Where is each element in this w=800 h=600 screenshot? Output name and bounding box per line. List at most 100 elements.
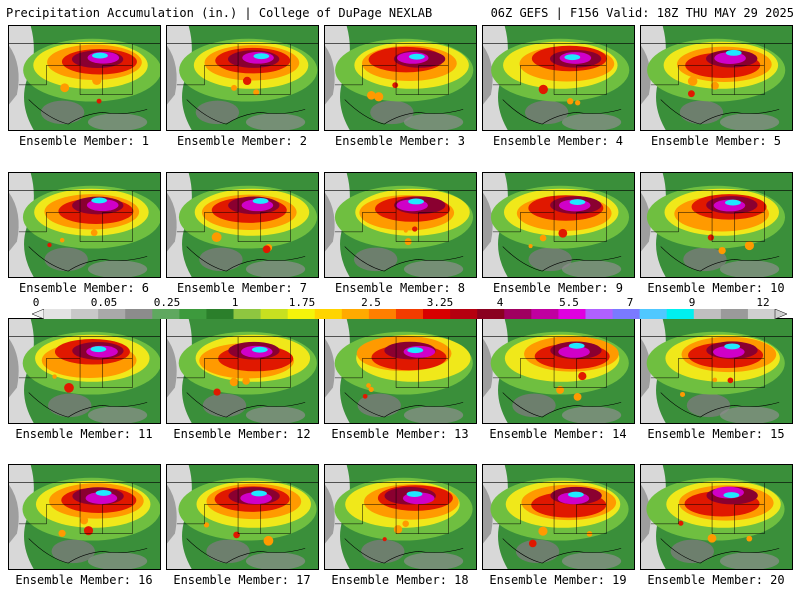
precip-cyan bbox=[95, 489, 112, 496]
dry-region-dark bbox=[483, 338, 493, 398]
coastline bbox=[660, 538, 780, 564]
coastline bbox=[28, 246, 148, 272]
precip-cell bbox=[539, 234, 547, 242]
precip-cyan bbox=[568, 491, 584, 498]
precip-cyan bbox=[408, 198, 424, 205]
precip-magenta bbox=[85, 492, 118, 504]
coastline bbox=[344, 538, 464, 564]
legend-tick-label: 0.25 bbox=[153, 296, 181, 309]
state-borders bbox=[492, 43, 607, 95]
precip-cell bbox=[93, 371, 100, 378]
panel-caption: Ensemble Member: 19 bbox=[489, 573, 627, 587]
map-panel bbox=[8, 25, 161, 131]
gulf-patch bbox=[245, 260, 306, 277]
gray-patch bbox=[357, 393, 401, 418]
gulf-patch bbox=[245, 552, 306, 569]
precip-cell bbox=[96, 98, 102, 104]
legend-swatch bbox=[98, 309, 126, 319]
gray-patch bbox=[353, 247, 398, 272]
legend-swatch bbox=[693, 309, 722, 319]
coastline bbox=[344, 392, 464, 418]
gray-patch bbox=[202, 393, 247, 418]
precip-cell bbox=[263, 535, 274, 546]
gulf-patch bbox=[561, 260, 622, 277]
precip-cyan bbox=[406, 491, 423, 497]
panel-caption: Ensemble Member: 9 bbox=[492, 281, 624, 295]
dry-region-dark bbox=[483, 484, 493, 544]
precip-cell bbox=[213, 388, 221, 396]
dry-region-dark bbox=[9, 45, 19, 105]
precip-map bbox=[483, 173, 634, 277]
legend-swatch bbox=[531, 309, 559, 319]
precip-cell bbox=[382, 537, 387, 542]
panel-caption: Ensemble Member: 10 bbox=[647, 281, 785, 295]
map-panel bbox=[482, 318, 635, 424]
precip-cell bbox=[402, 520, 409, 527]
coastline bbox=[660, 246, 780, 272]
legend-tick-label: 3.25 bbox=[426, 296, 454, 309]
legend-swatch bbox=[450, 309, 478, 319]
precip-cell bbox=[718, 246, 726, 255]
map-panel bbox=[640, 172, 793, 278]
state-borders bbox=[18, 43, 133, 95]
panel-caption: Ensemble Member: 2 bbox=[176, 134, 308, 148]
state-borders bbox=[492, 482, 607, 534]
legend-swatch bbox=[666, 309, 695, 319]
legend-swatch bbox=[423, 309, 451, 319]
gulf-patch bbox=[245, 113, 306, 130]
precip-map bbox=[483, 319, 634, 423]
precip-cell bbox=[528, 244, 533, 249]
precip-cell bbox=[528, 539, 537, 548]
precip-cell bbox=[229, 377, 239, 387]
map-panel bbox=[324, 464, 477, 570]
precip-cell bbox=[79, 516, 89, 525]
dry-region-dark bbox=[167, 192, 177, 252]
coastline bbox=[660, 99, 780, 125]
precip-cell bbox=[83, 526, 94, 536]
precip-map bbox=[325, 173, 476, 277]
precip-cyan bbox=[564, 54, 581, 61]
state-borders bbox=[650, 190, 765, 242]
legend-swatch bbox=[585, 309, 614, 319]
gulf-patch bbox=[403, 113, 464, 130]
dry-region bbox=[9, 465, 34, 569]
legend-tick-label: 0.05 bbox=[90, 296, 118, 309]
precip-map bbox=[9, 465, 160, 569]
map-panel bbox=[640, 25, 793, 131]
precip-cell bbox=[47, 242, 52, 248]
panel-caption: Ensemble Member: 13 bbox=[331, 427, 469, 441]
dry-region-dark bbox=[325, 45, 335, 105]
gray-patch bbox=[206, 539, 250, 564]
dry-region-dark bbox=[9, 484, 19, 544]
gray-patch bbox=[683, 247, 727, 272]
precip-cyan bbox=[92, 52, 108, 59]
precip-cell bbox=[558, 228, 568, 238]
legend-tick-label: 9 bbox=[688, 296, 696, 309]
state-borders bbox=[176, 336, 291, 388]
run-info: 06Z GEFS | F156 Valid: 18Z THU MAY 29 20… bbox=[490, 6, 794, 20]
precip-cell bbox=[231, 84, 238, 91]
gray-patch bbox=[515, 539, 560, 564]
coastline bbox=[28, 392, 148, 418]
map-panel bbox=[482, 464, 635, 570]
precip-cell bbox=[233, 531, 240, 539]
gulf-patch bbox=[87, 113, 148, 130]
legend-arrow-left bbox=[32, 309, 45, 319]
precip-cyan bbox=[725, 49, 742, 56]
precip-cell bbox=[52, 374, 57, 379]
precip-cell bbox=[362, 393, 368, 399]
gulf-patch bbox=[403, 406, 464, 423]
dry-region-dark bbox=[641, 484, 651, 544]
legend-swatch bbox=[747, 309, 776, 319]
gulf-patch bbox=[403, 260, 464, 277]
coastline bbox=[186, 392, 306, 418]
gulf-patch bbox=[87, 260, 148, 277]
precip-cyan bbox=[91, 197, 108, 204]
precip-cell bbox=[412, 226, 418, 232]
panel-caption: Ensemble Member: 12 bbox=[173, 427, 311, 441]
dry-region-dark bbox=[167, 484, 177, 544]
coastline bbox=[186, 538, 306, 564]
state-borders bbox=[650, 43, 765, 95]
map-panel bbox=[324, 172, 477, 278]
gray-patch bbox=[679, 100, 724, 125]
